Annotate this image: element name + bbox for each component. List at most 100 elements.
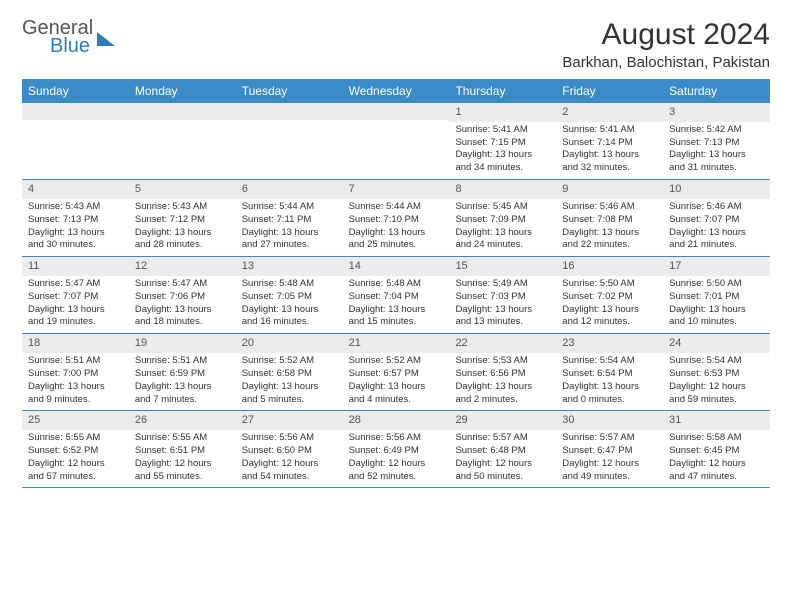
sunset-line: Sunset: 6:47 PM bbox=[562, 445, 657, 458]
day-details: Sunrise: 5:57 AMSunset: 6:47 PMDaylight:… bbox=[556, 430, 663, 483]
calendar-cell: 19Sunrise: 5:51 AMSunset: 6:59 PMDayligh… bbox=[129, 334, 236, 410]
day-number: 27 bbox=[236, 411, 343, 430]
day-details: Sunrise: 5:52 AMSunset: 6:58 PMDaylight:… bbox=[236, 353, 343, 406]
daylight-line: Daylight: 12 hours and 57 minutes. bbox=[28, 458, 123, 484]
calendar-cell: 8Sunrise: 5:45 AMSunset: 7:09 PMDaylight… bbox=[449, 180, 556, 256]
sunset-line: Sunset: 6:56 PM bbox=[455, 368, 550, 381]
sunset-line: Sunset: 6:50 PM bbox=[242, 445, 337, 458]
day-details: Sunrise: 5:41 AMSunset: 7:14 PMDaylight:… bbox=[556, 122, 663, 175]
calendar-cell: 20Sunrise: 5:52 AMSunset: 6:58 PMDayligh… bbox=[236, 334, 343, 410]
sunset-line: Sunset: 7:00 PM bbox=[28, 368, 123, 381]
weekday-header: Thursday bbox=[449, 79, 556, 103]
day-details: Sunrise: 5:56 AMSunset: 6:49 PMDaylight:… bbox=[343, 430, 450, 483]
day-details: Sunrise: 5:41 AMSunset: 7:15 PMDaylight:… bbox=[449, 122, 556, 175]
sunset-line: Sunset: 7:05 PM bbox=[242, 291, 337, 304]
calendar-cell bbox=[22, 103, 129, 179]
day-number: 1 bbox=[449, 103, 556, 122]
day-details: Sunrise: 5:50 AMSunset: 7:02 PMDaylight:… bbox=[556, 276, 663, 329]
sunset-line: Sunset: 7:01 PM bbox=[669, 291, 764, 304]
calendar-cell: 17Sunrise: 5:50 AMSunset: 7:01 PMDayligh… bbox=[663, 257, 770, 333]
daylight-line: Daylight: 13 hours and 16 minutes. bbox=[242, 304, 337, 330]
calendar-week-row: 25Sunrise: 5:55 AMSunset: 6:52 PMDayligh… bbox=[22, 411, 770, 488]
daylight-line: Daylight: 13 hours and 10 minutes. bbox=[669, 304, 764, 330]
calendar-cell: 11Sunrise: 5:47 AMSunset: 7:07 PMDayligh… bbox=[22, 257, 129, 333]
day-number: 4 bbox=[22, 180, 129, 199]
daylight-line: Daylight: 13 hours and 25 minutes. bbox=[349, 227, 444, 253]
day-details: Sunrise: 5:43 AMSunset: 7:13 PMDaylight:… bbox=[22, 199, 129, 252]
daylight-line: Daylight: 13 hours and 21 minutes. bbox=[669, 227, 764, 253]
day-number: 14 bbox=[343, 257, 450, 276]
sunrise-line: Sunrise: 5:52 AM bbox=[242, 355, 337, 368]
day-number: 29 bbox=[449, 411, 556, 430]
sunset-line: Sunset: 6:58 PM bbox=[242, 368, 337, 381]
day-details: Sunrise: 5:53 AMSunset: 6:56 PMDaylight:… bbox=[449, 353, 556, 406]
sunrise-line: Sunrise: 5:58 AM bbox=[669, 432, 764, 445]
calendar-cell: 28Sunrise: 5:56 AMSunset: 6:49 PMDayligh… bbox=[343, 411, 450, 487]
sunrise-line: Sunrise: 5:47 AM bbox=[135, 278, 230, 291]
daylight-line: Daylight: 12 hours and 54 minutes. bbox=[242, 458, 337, 484]
daylight-line: Daylight: 13 hours and 19 minutes. bbox=[28, 304, 123, 330]
sunrise-line: Sunrise: 5:57 AM bbox=[455, 432, 550, 445]
day-details: Sunrise: 5:46 AMSunset: 7:07 PMDaylight:… bbox=[663, 199, 770, 252]
calendar-cell: 15Sunrise: 5:49 AMSunset: 7:03 PMDayligh… bbox=[449, 257, 556, 333]
calendar-cell: 4Sunrise: 5:43 AMSunset: 7:13 PMDaylight… bbox=[22, 180, 129, 256]
sunset-line: Sunset: 6:45 PM bbox=[669, 445, 764, 458]
sunset-line: Sunset: 6:49 PM bbox=[349, 445, 444, 458]
day-number: 28 bbox=[343, 411, 450, 430]
weekday-header-row: Sunday Monday Tuesday Wednesday Thursday… bbox=[22, 79, 770, 103]
sunset-line: Sunset: 7:13 PM bbox=[28, 214, 123, 227]
day-details: Sunrise: 5:45 AMSunset: 7:09 PMDaylight:… bbox=[449, 199, 556, 252]
day-details: Sunrise: 5:44 AMSunset: 7:10 PMDaylight:… bbox=[343, 199, 450, 252]
calendar-cell: 9Sunrise: 5:46 AMSunset: 7:08 PMDaylight… bbox=[556, 180, 663, 256]
day-number: 7 bbox=[343, 180, 450, 199]
location-subtitle: Barkhan, Balochistan, Pakistan bbox=[562, 54, 770, 71]
calendar-grid: Sunday Monday Tuesday Wednesday Thursday… bbox=[22, 79, 770, 488]
month-title: August 2024 bbox=[562, 18, 770, 52]
sunrise-line: Sunrise: 5:43 AM bbox=[135, 201, 230, 214]
day-number bbox=[129, 103, 236, 120]
day-number: 8 bbox=[449, 180, 556, 199]
sunrise-line: Sunrise: 5:54 AM bbox=[562, 355, 657, 368]
daylight-line: Daylight: 12 hours and 55 minutes. bbox=[135, 458, 230, 484]
calendar-cell: 29Sunrise: 5:57 AMSunset: 6:48 PMDayligh… bbox=[449, 411, 556, 487]
calendar-cell: 2Sunrise: 5:41 AMSunset: 7:14 PMDaylight… bbox=[556, 103, 663, 179]
day-number: 25 bbox=[22, 411, 129, 430]
sunrise-line: Sunrise: 5:48 AM bbox=[349, 278, 444, 291]
sunrise-line: Sunrise: 5:49 AM bbox=[455, 278, 550, 291]
calendar-cell: 21Sunrise: 5:52 AMSunset: 6:57 PMDayligh… bbox=[343, 334, 450, 410]
calendar-cell: 25Sunrise: 5:55 AMSunset: 6:52 PMDayligh… bbox=[22, 411, 129, 487]
daylight-line: Daylight: 13 hours and 24 minutes. bbox=[455, 227, 550, 253]
sunset-line: Sunset: 7:12 PM bbox=[135, 214, 230, 227]
calendar-week-row: 1Sunrise: 5:41 AMSunset: 7:15 PMDaylight… bbox=[22, 103, 770, 180]
day-details: Sunrise: 5:43 AMSunset: 7:12 PMDaylight:… bbox=[129, 199, 236, 252]
sunset-line: Sunset: 7:14 PM bbox=[562, 137, 657, 150]
daylight-line: Daylight: 12 hours and 49 minutes. bbox=[562, 458, 657, 484]
daylight-line: Daylight: 13 hours and 32 minutes. bbox=[562, 149, 657, 175]
day-details: Sunrise: 5:48 AMSunset: 7:05 PMDaylight:… bbox=[236, 276, 343, 329]
day-number: 20 bbox=[236, 334, 343, 353]
day-number: 2 bbox=[556, 103, 663, 122]
day-number: 6 bbox=[236, 180, 343, 199]
sunset-line: Sunset: 7:04 PM bbox=[349, 291, 444, 304]
calendar-cell: 1Sunrise: 5:41 AMSunset: 7:15 PMDaylight… bbox=[449, 103, 556, 179]
day-number: 24 bbox=[663, 334, 770, 353]
calendar-cell: 12Sunrise: 5:47 AMSunset: 7:06 PMDayligh… bbox=[129, 257, 236, 333]
weekday-header: Tuesday bbox=[236, 79, 343, 103]
day-number bbox=[236, 103, 343, 120]
calendar-cell: 10Sunrise: 5:46 AMSunset: 7:07 PMDayligh… bbox=[663, 180, 770, 256]
day-details: Sunrise: 5:44 AMSunset: 7:11 PMDaylight:… bbox=[236, 199, 343, 252]
calendar-week-row: 11Sunrise: 5:47 AMSunset: 7:07 PMDayligh… bbox=[22, 257, 770, 334]
day-number: 26 bbox=[129, 411, 236, 430]
day-number: 19 bbox=[129, 334, 236, 353]
sunset-line: Sunset: 7:13 PM bbox=[669, 137, 764, 150]
sunrise-line: Sunrise: 5:46 AM bbox=[669, 201, 764, 214]
daylight-line: Daylight: 13 hours and 28 minutes. bbox=[135, 227, 230, 253]
sunset-line: Sunset: 6:51 PM bbox=[135, 445, 230, 458]
daylight-line: Daylight: 12 hours and 52 minutes. bbox=[349, 458, 444, 484]
sunrise-line: Sunrise: 5:55 AM bbox=[28, 432, 123, 445]
sunrise-line: Sunrise: 5:43 AM bbox=[28, 201, 123, 214]
sunrise-line: Sunrise: 5:45 AM bbox=[455, 201, 550, 214]
calendar-cell: 3Sunrise: 5:42 AMSunset: 7:13 PMDaylight… bbox=[663, 103, 770, 179]
day-details: Sunrise: 5:54 AMSunset: 6:54 PMDaylight:… bbox=[556, 353, 663, 406]
day-details: Sunrise: 5:58 AMSunset: 6:45 PMDaylight:… bbox=[663, 430, 770, 483]
